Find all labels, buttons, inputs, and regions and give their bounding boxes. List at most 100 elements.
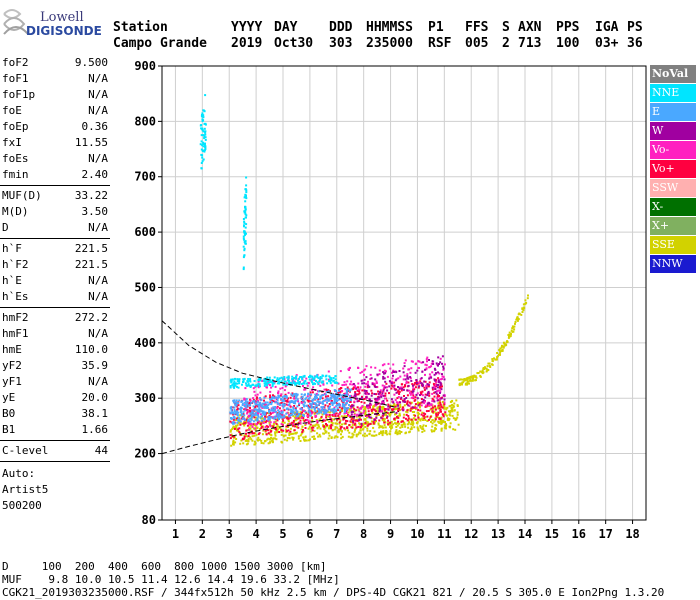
echo-point	[361, 405, 364, 408]
echo-point	[342, 405, 344, 408]
echo-point	[283, 438, 286, 441]
param-separator	[0, 185, 110, 186]
echo-point	[431, 360, 434, 363]
echo-point	[456, 404, 459, 407]
echo-point	[237, 378, 240, 381]
header-row1-cell: HHMMSS	[366, 20, 413, 35]
echo-point	[417, 414, 420, 417]
echo-point	[276, 401, 279, 404]
echo-point	[256, 414, 259, 417]
echo-point	[291, 375, 294, 378]
echo-point	[349, 420, 352, 423]
echo-point	[262, 442, 265, 445]
echo-point	[309, 423, 312, 426]
echo-point	[337, 414, 340, 417]
echo-point	[395, 426, 398, 428]
echo-point	[333, 406, 336, 409]
echo-point	[347, 397, 350, 400]
echo-point	[391, 408, 393, 411]
echo-point	[417, 401, 419, 404]
echo-point	[421, 427, 424, 430]
echo-point	[408, 368, 411, 371]
echo-point	[338, 391, 341, 394]
echo-point	[243, 247, 246, 250]
echo-point	[200, 162, 203, 164]
echo-point	[250, 411, 253, 414]
echo-point	[318, 380, 321, 383]
echo-point	[325, 391, 328, 394]
echo-point	[311, 391, 314, 394]
echo-point	[418, 406, 421, 409]
echo-point	[278, 415, 281, 418]
echo-point	[245, 432, 247, 435]
echo-point	[323, 412, 325, 415]
echo-point	[385, 414, 388, 417]
echo-point	[294, 400, 297, 403]
echo-point	[466, 379, 469, 382]
echo-point	[235, 438, 238, 440]
echo-point	[288, 408, 291, 411]
echo-point	[316, 421, 319, 424]
echo-point	[311, 411, 314, 414]
echo-point	[322, 405, 325, 408]
echo-point	[286, 399, 289, 402]
echo-point	[284, 385, 287, 388]
legend-item-nne: NNE	[650, 84, 696, 102]
echo-point	[232, 401, 235, 404]
param-value: 221.5	[74, 258, 108, 271]
echo-point	[419, 391, 422, 394]
echo-point	[263, 396, 266, 399]
echo-point	[405, 382, 408, 385]
echo-point	[321, 397, 324, 400]
echo-point	[307, 397, 310, 400]
echo-point	[283, 380, 286, 383]
echo-point	[268, 418, 271, 421]
echo-point	[323, 419, 326, 422]
echo-point	[305, 404, 308, 407]
echo-point	[244, 200, 247, 203]
echo-point	[292, 424, 295, 427]
echo-point	[249, 386, 252, 388]
echo-point	[385, 408, 388, 411]
echo-point	[523, 307, 526, 310]
echo-point	[420, 382, 423, 385]
echo-point	[421, 400, 424, 403]
echo-point	[327, 405, 330, 408]
echo-point	[278, 431, 281, 433]
echo-point	[431, 419, 434, 422]
echo-point	[315, 423, 318, 426]
echo-point	[273, 382, 276, 385]
param-value: N/A	[88, 290, 108, 303]
echo-point	[302, 419, 305, 421]
echo-point	[378, 419, 381, 422]
echo-point	[441, 413, 444, 416]
echo-point	[509, 335, 512, 338]
echo-point	[424, 380, 427, 383]
echo-point	[258, 410, 261, 413]
echo-point	[333, 398, 336, 401]
y-tick-label: 400	[134, 336, 156, 350]
echo-point	[452, 428, 455, 431]
echo-point	[339, 425, 342, 428]
echo-point	[272, 425, 275, 428]
echo-point	[338, 416, 341, 419]
echo-point	[371, 382, 374, 384]
echo-point	[203, 149, 206, 152]
echo-point	[381, 434, 384, 437]
echo-point	[229, 386, 232, 389]
echo-point	[285, 382, 288, 385]
echo-point	[328, 390, 331, 393]
echo-point	[309, 410, 312, 413]
echo-point	[340, 415, 343, 418]
echo-point	[261, 415, 263, 418]
echo-point	[342, 418, 345, 421]
echo-point	[458, 378, 461, 381]
echo-point	[420, 404, 423, 407]
echo-point	[370, 366, 373, 369]
echo-point	[274, 396, 277, 399]
param-row: B0 38.1	[2, 407, 108, 423]
echo-point	[422, 419, 424, 421]
echo-point	[440, 419, 443, 422]
echo-point	[489, 366, 492, 368]
echo-point	[437, 420, 440, 423]
